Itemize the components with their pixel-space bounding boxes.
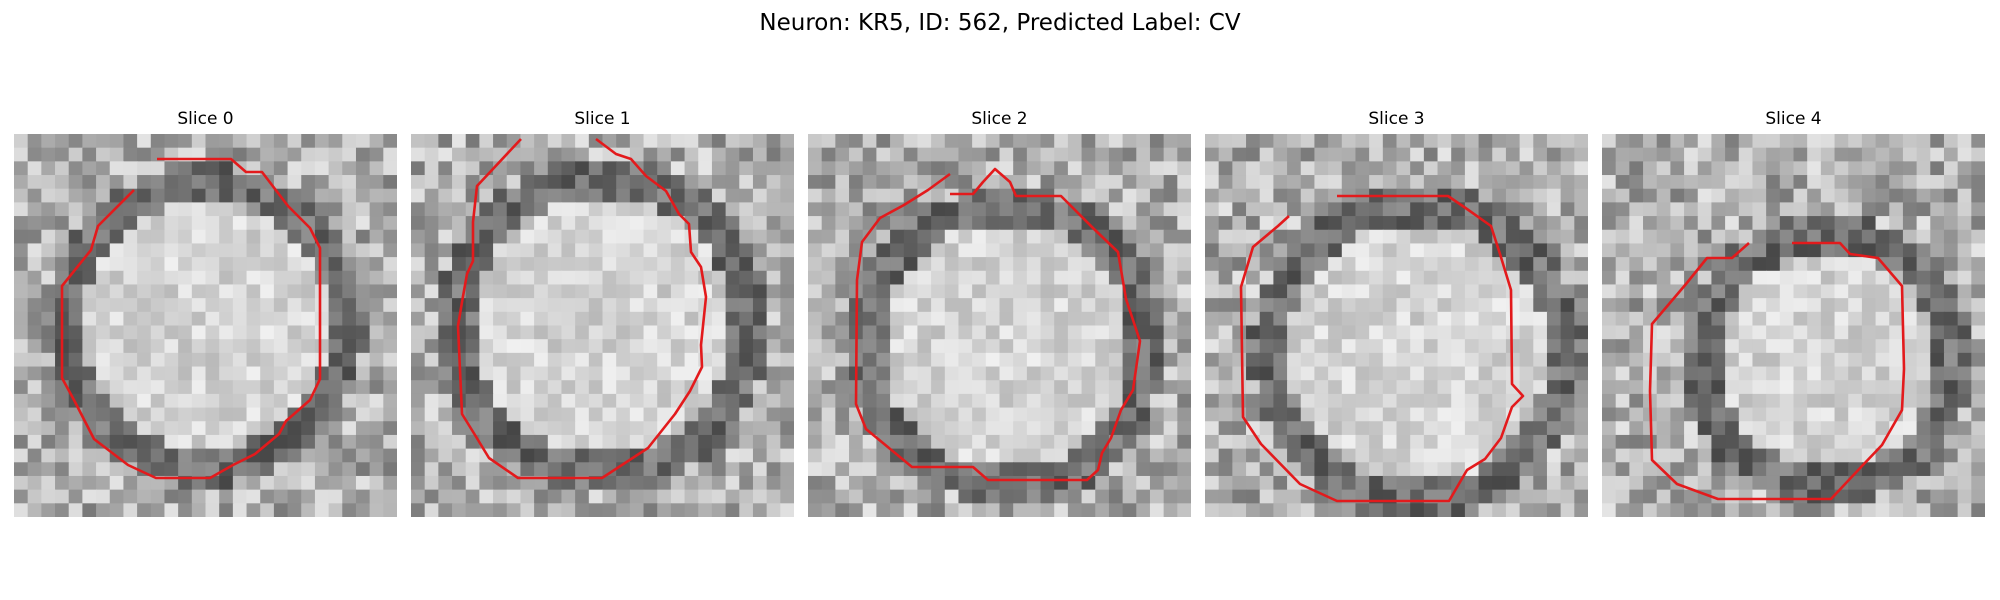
slice-panel-1: Slice 1: [411, 108, 794, 517]
slice-panel-0: Slice 0: [14, 108, 397, 517]
slice-title: Slice 0: [177, 109, 234, 129]
slice-image: [411, 134, 794, 517]
slice-title: Slice 3: [1368, 109, 1425, 129]
figure-title: Neuron: KR5, ID: 562, Predicted Label: C…: [759, 10, 1241, 36]
slice-image: [1205, 134, 1588, 517]
slice-title: Slice 2: [971, 109, 1028, 129]
slice-panel-3: Slice 3: [1205, 108, 1588, 517]
slice-title: Slice 1: [574, 109, 631, 129]
slice-image: [14, 134, 397, 517]
slice-panel-2: Slice 2: [808, 108, 1191, 517]
slice-panel-4: Slice 4: [1602, 108, 1985, 517]
slice-title: Slice 4: [1765, 109, 1822, 129]
contour-outline: [60, 157, 322, 480]
contour-outline: [1648, 241, 1906, 501]
slice-image: [808, 134, 1191, 517]
contour-outline: [456, 137, 708, 480]
slice-image: [1602, 134, 1985, 517]
contour-outline: [1239, 194, 1525, 503]
contour-outline: [854, 167, 1142, 482]
